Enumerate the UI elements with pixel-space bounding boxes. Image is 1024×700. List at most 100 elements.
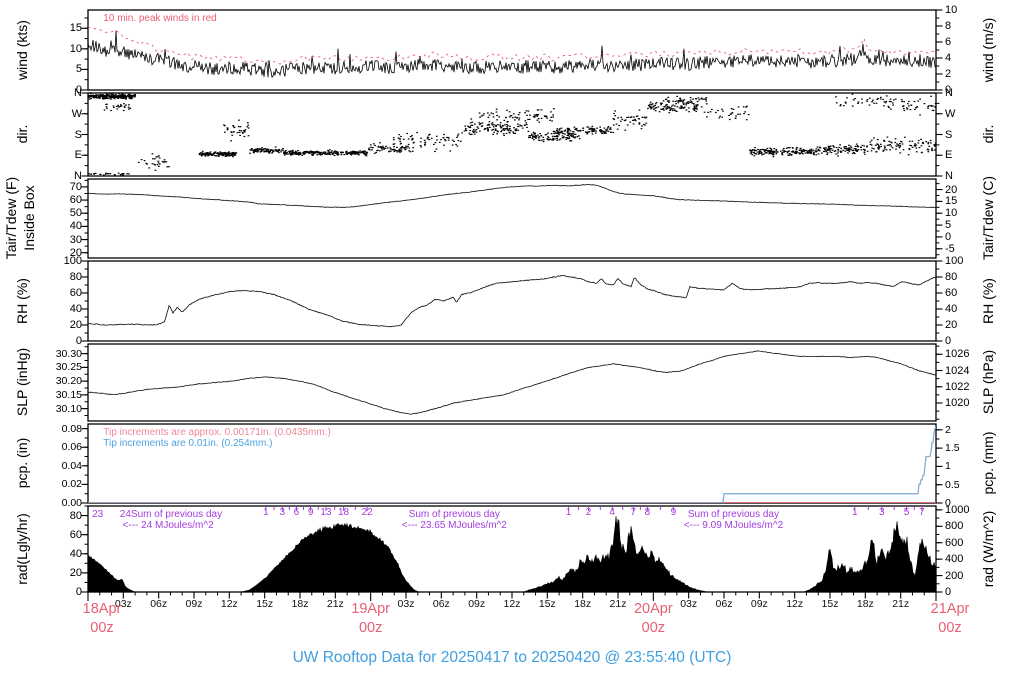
pcp-trace-blue: [88, 426, 936, 503]
x-hour-label: 12z: [503, 598, 521, 610]
wind-speed-ytick-right: 6: [945, 36, 952, 48]
humidity-ytick-right: 0: [945, 335, 952, 347]
wind-speed-ytick-right: 4: [945, 52, 952, 64]
wind-speed-annotation: 10 min. peak winds in red: [103, 13, 217, 24]
x-hour-label: 21z: [609, 598, 627, 610]
wind-speed-ytick-right: 8: [945, 20, 952, 32]
x-hour-label: 15z: [821, 598, 839, 610]
panel-precipitation: [87, 423, 937, 504]
x-hour-label: 18z: [856, 598, 874, 610]
temperature-ytick-right: 5: [945, 219, 952, 232]
humidity-ytick-left: 20: [69, 319, 82, 331]
wind-speed-trace: [88, 30, 936, 78]
mj-marker-label: 6: [293, 507, 300, 518]
panel-humidity-series: [88, 274, 936, 328]
wind-direction-ytick-left: W: [71, 107, 82, 120]
humidity-ytick-left: 80: [69, 271, 82, 283]
humidity-ytick-right: 40: [945, 303, 958, 315]
x-hour-label: 06z: [715, 598, 733, 610]
precipitation-ytick-right: 0: [945, 497, 951, 509]
x-hour-label: 21z: [892, 598, 910, 610]
wind-peak-trace: [88, 26, 936, 65]
panel-wind-direction: [87, 92, 937, 177]
wind-speed-ytick-right: 2: [945, 68, 952, 80]
humidity-ytick-right: 100: [945, 255, 964, 267]
radiation-ytick-left: 60: [69, 528, 82, 541]
wind-speed-ytick-right: 0: [945, 84, 952, 96]
temperature-ytick-right: 10: [945, 207, 958, 220]
temperature-ytick-left: 60: [69, 194, 82, 207]
panel-temperature-series: [88, 183, 936, 209]
radiation-ytick-right: 600: [945, 536, 964, 549]
temperature-trace: [88, 183, 936, 209]
x-date-label: 20Apr 00z: [633, 601, 673, 636]
x-hour-label: 09z: [185, 598, 203, 610]
humidity-ytick-left: 40: [69, 303, 82, 315]
panel-pressure-series: [88, 350, 936, 415]
wind-direction-ytick-left: N: [74, 87, 82, 99]
radiation-ytick-right: 0: [945, 586, 952, 598]
temperature-ytick-left: 50: [69, 207, 82, 220]
x-hour-label: 06z: [432, 598, 450, 610]
mj-marker-label: 4: [609, 507, 615, 518]
pressure-ytick-left: 30.15: [55, 388, 82, 401]
mj-marker-label: 22: [361, 507, 373, 518]
radiation-ytick-right: 200: [945, 569, 964, 582]
direction-scatter: [88, 93, 936, 176]
x-hour-label: 18z: [574, 598, 592, 610]
x-date-label: 21Apr 00z: [930, 601, 970, 636]
radiation-annotation: <--- 23.65 MJoules/m^2: [401, 520, 507, 531]
radiation-ytick-left: 0: [75, 586, 82, 598]
panel-radiation-series: [88, 516, 936, 592]
mj-marker-label: 7: [919, 507, 925, 518]
precipitation-annotation: Tip increments are approx. 0.00171in. (0…: [103, 427, 331, 438]
radiation-ytick-left: 40: [69, 547, 82, 560]
panel-wind-speed: [87, 9, 937, 91]
radiation-ytick-right: 400: [945, 553, 964, 566]
x-hour-label: 03z: [397, 598, 415, 610]
humidity-trace: [88, 274, 936, 328]
wind-direction-ytick-right: W: [945, 107, 956, 120]
x-hour-label: 12z: [786, 598, 804, 610]
mj-marker-label: 1: [263, 507, 269, 518]
radiation-ytick-right: 800: [945, 520, 964, 533]
x-hour-label: 12z: [220, 598, 238, 610]
precipitation-ytick-right: 1: [945, 460, 951, 473]
precipitation-ytick-right: 2: [945, 423, 951, 436]
wind-speed-ytick-left: 15: [69, 22, 82, 35]
x-hour-label: 03z: [114, 598, 132, 610]
precipitation-ytick-right: 0.5: [945, 478, 960, 491]
wind-speed-ytick-left: 10: [69, 42, 82, 55]
mj-marker-label: 7: [630, 507, 637, 518]
temperature-ytick-left: 30: [69, 233, 82, 246]
pressure-ytick-left: 30.30: [55, 347, 82, 360]
mj-marker-label: 5: [903, 507, 910, 518]
mj-marker-label: 2: [585, 507, 592, 518]
temperature-ytick-right: -5: [945, 242, 955, 255]
pressure-ytick-left: 30.25: [55, 361, 82, 374]
panel-precipitation-series: [88, 426, 936, 503]
mj-marker-label: 1: [851, 507, 858, 518]
panel-pressure: [87, 343, 937, 422]
x-hour-label: 21z: [326, 598, 344, 610]
pressure-ytick-left: 30.10: [55, 402, 82, 415]
radiation-annotation: 24Sum of previous day: [119, 509, 223, 520]
humidity-ytick-right: 60: [945, 287, 958, 299]
radiation-annotation: Sum of previous day: [687, 509, 780, 520]
pressure-trace: [88, 350, 936, 415]
wind-direction-ytick-right: N: [945, 87, 953, 99]
wind-speed-ytick-right: 10: [945, 4, 958, 16]
precipitation-ytick-left: 0.00: [61, 497, 82, 509]
x-hour-label: 18z: [291, 598, 309, 610]
radiation-annotation: 23: [92, 509, 104, 520]
pressure-ytick-right: 1024: [945, 364, 970, 377]
x-hour-label: 09z: [468, 598, 486, 610]
radiation-ytick-left: 80: [69, 509, 82, 522]
panel-wind-speed-series: [88, 26, 936, 78]
radiation-annotation: Sum of previous day: [408, 509, 500, 520]
precipitation-ytick-left: 0.06: [61, 441, 82, 454]
mj-marker-label: 3: [879, 507, 885, 518]
figure-title: UW Rooftop Data for 20250417 to 20250420…: [292, 649, 732, 666]
precipitation-annotation: Tip increments are 0.01in. (0.254mm.): [103, 438, 273, 449]
